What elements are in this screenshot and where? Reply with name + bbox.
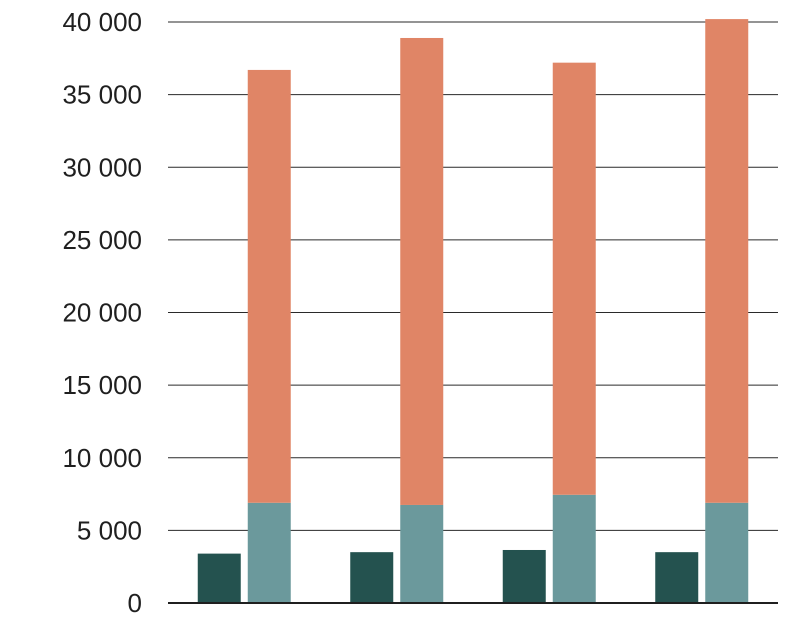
bar-series1-group4 [655, 552, 699, 603]
bar-series1-group3 [502, 549, 546, 603]
bar-series2-group4 [705, 502, 749, 603]
y-tick-label: 40 000 [62, 7, 142, 37]
bar-series2-group3 [552, 494, 596, 603]
bar-series3-group2 [400, 37, 444, 505]
y-tick-label: 25 000 [62, 225, 142, 255]
y-axis: 0 5 000 10 000 15 000 20 000 25 000 30 000 35 0… [62, 7, 142, 618]
y-tick-label: 10 000 [62, 443, 142, 473]
bar-series1-group1 [197, 553, 241, 603]
bar-series2-group2 [400, 504, 444, 603]
y-tick-label: 20 000 [62, 298, 142, 328]
y-tick-label: 35 000 [62, 80, 142, 110]
bar-series1-group2 [350, 552, 394, 603]
y-tick-label: 30 000 [62, 152, 142, 182]
y-tick-label: 15 000 [62, 370, 142, 400]
y-tick-label: 5 000 [77, 515, 142, 545]
bars [197, 19, 749, 603]
y-tick-label: 0 [128, 588, 142, 618]
bar-series3-group1 [247, 69, 291, 503]
bar-series2-group1 [247, 502, 291, 603]
bar-series3-group4 [705, 19, 749, 503]
bar-series3-group3 [552, 62, 596, 495]
